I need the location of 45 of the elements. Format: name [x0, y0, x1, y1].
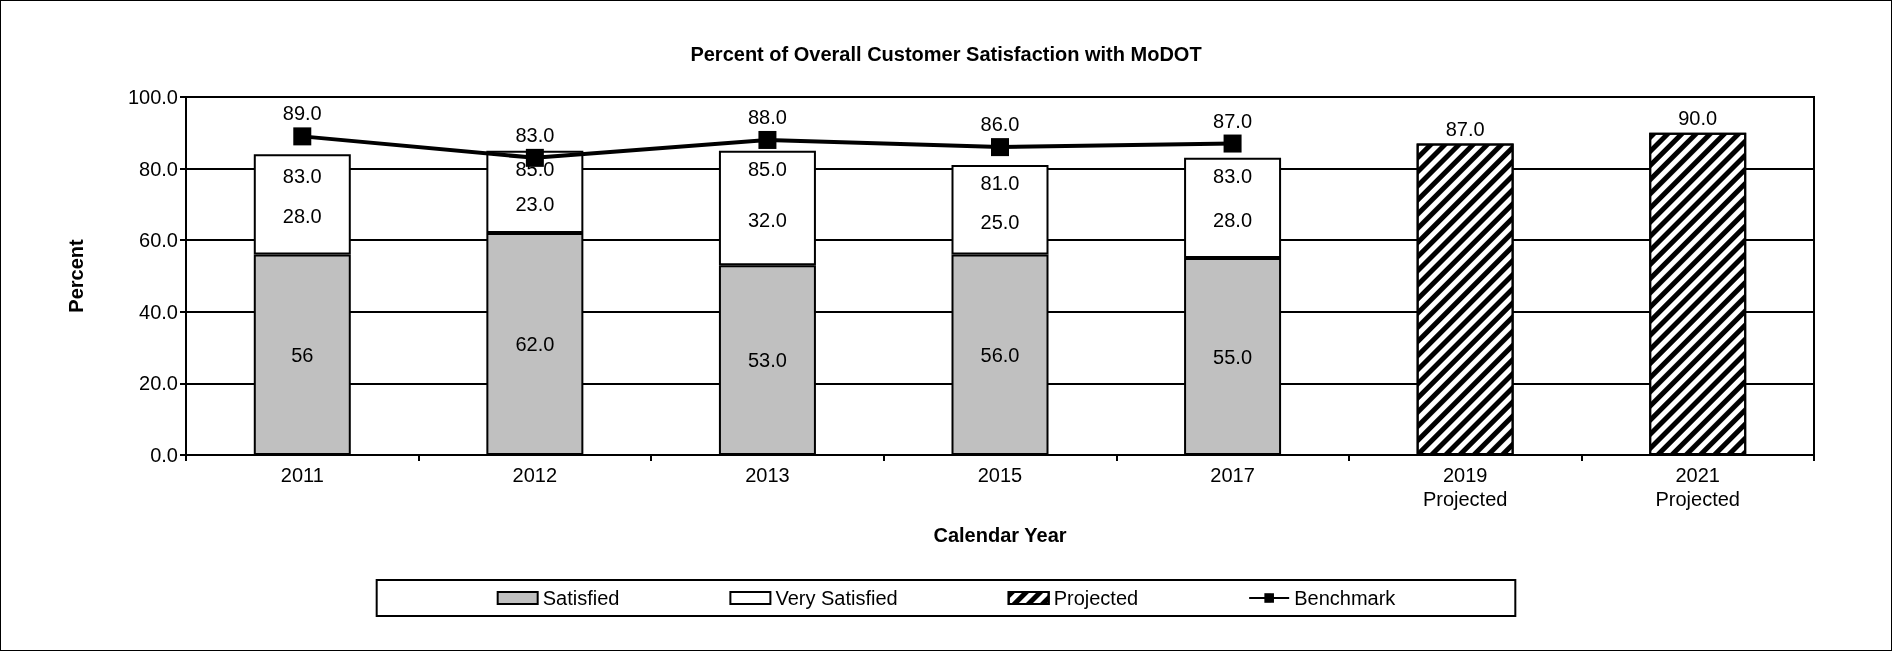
data-label: 32.0: [747, 208, 787, 231]
data-label: 87.0: [1445, 117, 1485, 140]
y-tick-label: 0.0: [150, 444, 178, 466]
legend-label: Projected: [1053, 587, 1139, 609]
legend-label: Satisfied: [542, 587, 620, 609]
annotation: 83.0: [1213, 164, 1253, 187]
data-label: 55.0: [1213, 345, 1253, 368]
point: [991, 138, 1009, 157]
annotation: 81.0: [980, 172, 1020, 195]
y-tick-label: 80.0: [139, 157, 178, 180]
point: [1223, 134, 1242, 153]
data-label: 62.0: [515, 333, 555, 356]
data-label: 23.0: [515, 192, 555, 215]
x-tick-label: 2021 Projected: [1655, 464, 1740, 510]
y-tick-label: 40.0: [139, 300, 178, 323]
data-label: 56: [291, 343, 314, 366]
data-label: 25.0: [980, 210, 1020, 233]
x-tick-label: 2013: [745, 464, 790, 486]
legend-label: Benchmark: [1294, 587, 1397, 609]
chart-title: Percent of Overall Customer Satisfaction with MoDOT: [690, 43, 1202, 65]
y-tick-label: 20.0: [139, 372, 178, 395]
data-label: 88.0: [747, 105, 787, 128]
data-label: 56.0: [980, 343, 1020, 366]
legend-label: Very Satisfied: [775, 587, 898, 609]
data-label: 28.0: [1213, 208, 1253, 231]
point: [758, 130, 777, 149]
data-label: 83.0: [515, 123, 555, 146]
x-tick-label: 2012: [512, 464, 558, 486]
annotation: 83.0: [282, 164, 322, 187]
y-axis-title: Percent: [65, 238, 87, 313]
y-tick-label: 100.0: [127, 86, 178, 108]
data-label: 87.0: [1213, 109, 1253, 132]
x-tick-label: 2017: [1210, 464, 1255, 486]
x-tick-label: 2019 Projected: [1422, 464, 1508, 510]
point: [293, 127, 312, 146]
data-label: 86.0: [980, 113, 1020, 136]
y-tick-label: 60.0: [139, 229, 178, 252]
x-tick-label: 2015: [977, 464, 1023, 486]
annotation: 85.0: [747, 157, 787, 180]
data-label: 53.0: [747, 349, 787, 372]
data-label: 89.0: [282, 102, 322, 125]
x-tick-label: 2011: [280, 464, 324, 486]
x-axis-title: Calendar Year: [933, 524, 1067, 546]
data-label: 28.0: [282, 205, 322, 228]
data-label: 90.0: [1678, 106, 1718, 129]
